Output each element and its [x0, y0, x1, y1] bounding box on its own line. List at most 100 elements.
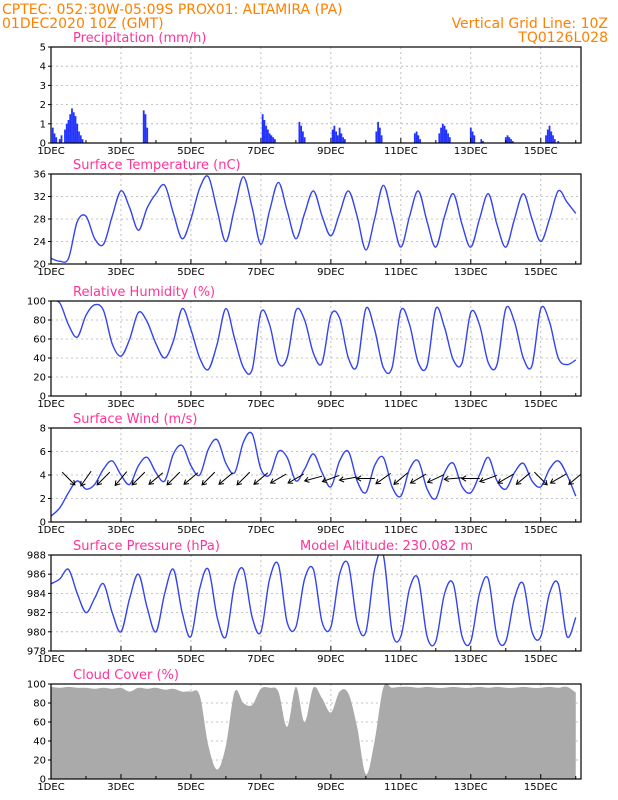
precip-bar — [473, 135, 476, 143]
precip-bar — [375, 131, 378, 143]
wind-arrow — [478, 474, 497, 484]
wind-arrow-shaft — [236, 471, 251, 486]
precip-bar — [300, 125, 303, 143]
wind-arrow-shaft — [80, 470, 92, 487]
x-tick-label: 5DEC — [177, 654, 204, 665]
precip-bar — [508, 137, 511, 143]
wind-arrow-head — [568, 479, 574, 485]
precip-bar — [510, 139, 512, 143]
precip-bar — [60, 135, 63, 143]
precip-bar — [340, 133, 343, 143]
x-tick-label: 7DEC — [247, 525, 274, 536]
x-tick-label: 5DEC — [177, 782, 204, 793]
precip-bar — [79, 135, 82, 143]
precip-bar — [546, 129, 549, 143]
y-tick-label: 0 — [40, 392, 46, 403]
wind-arrow-head — [96, 479, 103, 486]
wind-arrow-shaft — [516, 472, 531, 485]
precip-bar — [273, 139, 276, 143]
x-tick-label: 11DEC — [384, 267, 418, 278]
header-grid-note: Vertical Grid Line: 10Z — [452, 16, 608, 32]
y-tick-label: 4 — [40, 62, 46, 73]
panel-annotation: Model Altitude: 230.082 m — [300, 539, 473, 554]
x-tick-label: 15DEC — [524, 525, 558, 536]
y-tick-label: 8 — [40, 424, 46, 435]
wind-arrow — [497, 473, 514, 484]
precip-bar — [440, 127, 442, 143]
y-tick-label: 1 — [40, 119, 46, 130]
precip-bar — [78, 131, 80, 143]
wind-arrow-shaft — [287, 473, 304, 484]
y-tick-label: 978 — [27, 647, 46, 658]
x-tick-label: 3DEC — [107, 267, 134, 278]
wind-arrow — [201, 471, 216, 486]
x-tick-label: 9DEC — [317, 782, 344, 793]
precip-bar — [266, 129, 269, 143]
precip-bar — [74, 116, 77, 143]
x-tick-label: 13DEC — [454, 654, 488, 665]
precip-bar — [270, 135, 273, 143]
precip-bar — [146, 127, 149, 143]
precip-bar — [511, 141, 514, 143]
precip-bar — [550, 131, 553, 143]
precip-bar — [419, 139, 421, 143]
y-tick-label: 20 — [33, 373, 46, 384]
x-tick-label: 15DEC — [524, 146, 558, 157]
x-tick-label: 7DEC — [247, 146, 274, 157]
y-tick-label: 100 — [27, 297, 46, 308]
precip-bar — [335, 131, 338, 143]
wind-arrow — [393, 472, 409, 485]
wind-arrow — [303, 475, 323, 483]
precip-bar — [438, 133, 441, 143]
panel-2: 0 20 40 60 80 100 1DEC 3DEC 5DEC 7DEC 9DEC 11DEC 13D… — [27, 285, 582, 410]
y-tick-label: 36 — [33, 170, 46, 181]
wind-arrow — [355, 475, 375, 482]
wind-arrow-head — [253, 479, 260, 485]
precip-bar — [333, 125, 336, 143]
precip-bar — [55, 137, 58, 143]
x-tick-label: 7DEC — [247, 399, 274, 410]
wind-arrow-shaft — [183, 472, 199, 485]
y-tick-label: 6 — [40, 447, 46, 458]
wind-arrow-head — [166, 479, 173, 486]
precip-bar — [268, 133, 271, 143]
series-2 — [51, 301, 577, 375]
x-tick-label: 1DEC — [37, 525, 64, 536]
precip-bar — [301, 131, 304, 143]
wind-arrow — [338, 476, 358, 483]
x-tick-label: 15DEC — [524, 654, 558, 665]
y-tick-label: 60 — [33, 718, 46, 729]
x-tick-label: 3DEC — [107, 654, 134, 665]
panel-1: 20 24 28 32 36 1DEC 3DEC 5DEC 7DEC 9DEC 11DEC 13DEC… — [33, 158, 582, 278]
wind-arrow-head — [515, 479, 522, 485]
wind-arrow-shaft — [131, 471, 146, 486]
precip-bar — [265, 125, 268, 143]
precip-bar — [69, 114, 72, 143]
series-line — [51, 175, 577, 263]
wind-arrow-shaft — [304, 475, 323, 482]
x-tick-label: 7DEC — [247, 782, 274, 793]
series-3 — [51, 431, 581, 517]
x-tick-label: 3DEC — [107, 399, 134, 410]
x-tick-label: 3DEC — [107, 146, 134, 157]
precip-bar — [377, 121, 379, 143]
wind-arrow-shaft — [339, 476, 358, 481]
y-tick-label: 988 — [27, 551, 46, 562]
wind-arrow-head — [303, 476, 310, 483]
wind-arrow-head — [478, 477, 485, 484]
wind-arrow-head — [542, 479, 548, 486]
wind-arrow-shaft — [479, 474, 497, 483]
precip-bar — [380, 135, 383, 143]
x-tick-label: 13DEC — [454, 782, 488, 793]
wind-arrow-shaft — [166, 471, 181, 486]
wind-arrow-head — [80, 480, 86, 487]
y-tick-label: 0 — [40, 139, 46, 150]
x-tick-label: 11DEC — [384, 782, 418, 793]
x-tick-label: 13DEC — [454, 399, 488, 410]
cloud-cover-area — [51, 684, 576, 779]
wind-arrow — [269, 473, 287, 484]
x-tick-label: 1DEC — [37, 654, 64, 665]
y-tick-label: 40 — [33, 354, 46, 365]
x-tick-label: 5DEC — [177, 525, 204, 536]
y-tick-label: 0 — [40, 775, 46, 786]
